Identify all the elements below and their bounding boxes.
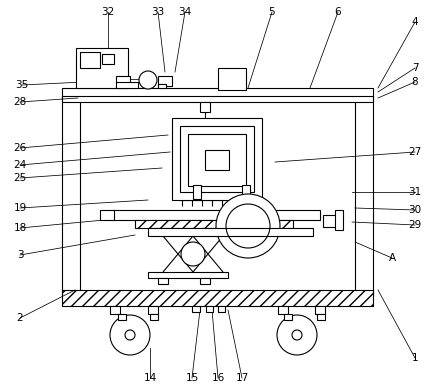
Circle shape bbox=[276, 315, 316, 355]
Text: 33: 33 bbox=[151, 7, 164, 17]
Bar bbox=[76, 48, 128, 88]
Bar bbox=[100, 210, 114, 220]
Bar bbox=[62, 96, 80, 296]
Text: 3: 3 bbox=[16, 250, 23, 260]
Bar bbox=[200, 102, 210, 112]
Bar bbox=[118, 314, 126, 320]
Text: 14: 14 bbox=[143, 373, 156, 383]
Text: 19: 19 bbox=[13, 203, 26, 213]
Bar bbox=[217, 68, 246, 90]
Bar bbox=[314, 306, 324, 314]
Bar bbox=[187, 134, 246, 186]
Text: 2: 2 bbox=[16, 313, 23, 323]
Bar bbox=[322, 215, 340, 227]
Circle shape bbox=[181, 242, 204, 266]
Bar bbox=[110, 306, 120, 314]
Text: 7: 7 bbox=[411, 63, 418, 73]
Bar bbox=[217, 306, 224, 312]
Circle shape bbox=[139, 71, 157, 89]
Bar bbox=[200, 278, 210, 284]
Bar bbox=[204, 150, 228, 170]
Bar bbox=[354, 96, 372, 296]
Bar bbox=[135, 220, 293, 228]
Text: 27: 27 bbox=[408, 147, 421, 157]
Text: 24: 24 bbox=[13, 160, 26, 170]
Bar bbox=[158, 76, 171, 86]
Text: 8: 8 bbox=[411, 77, 418, 87]
Bar bbox=[80, 52, 100, 68]
Text: 26: 26 bbox=[13, 143, 26, 153]
Bar bbox=[116, 76, 130, 84]
Text: 31: 31 bbox=[408, 187, 421, 197]
Bar bbox=[158, 84, 166, 88]
Circle shape bbox=[291, 330, 301, 340]
Bar bbox=[148, 272, 227, 278]
Text: 17: 17 bbox=[235, 373, 248, 383]
Bar bbox=[171, 118, 261, 200]
Bar bbox=[158, 278, 168, 284]
Circle shape bbox=[216, 194, 279, 258]
Bar bbox=[102, 54, 114, 64]
Bar bbox=[62, 88, 372, 98]
Bar bbox=[206, 306, 213, 312]
Text: 35: 35 bbox=[15, 80, 29, 90]
Bar bbox=[283, 314, 291, 320]
Bar bbox=[191, 306, 200, 312]
Bar bbox=[148, 306, 158, 314]
Circle shape bbox=[110, 315, 150, 355]
Text: 25: 25 bbox=[13, 173, 26, 183]
Bar bbox=[116, 82, 138, 88]
Bar bbox=[62, 96, 372, 102]
Bar bbox=[193, 185, 201, 199]
Text: 6: 6 bbox=[334, 7, 341, 17]
Bar bbox=[277, 306, 287, 314]
Text: 5: 5 bbox=[268, 7, 275, 17]
Bar bbox=[113, 210, 319, 220]
Bar bbox=[150, 314, 158, 320]
Text: 30: 30 bbox=[408, 205, 421, 215]
Bar bbox=[241, 185, 250, 199]
Bar bbox=[334, 210, 342, 230]
Text: 34: 34 bbox=[178, 7, 191, 17]
Bar bbox=[316, 314, 324, 320]
Bar bbox=[62, 290, 372, 306]
Bar bbox=[180, 126, 253, 192]
Text: 29: 29 bbox=[408, 220, 421, 230]
Text: 18: 18 bbox=[13, 223, 26, 233]
Text: 15: 15 bbox=[185, 373, 198, 383]
Circle shape bbox=[125, 330, 135, 340]
Text: 32: 32 bbox=[101, 7, 115, 17]
Text: 4: 4 bbox=[411, 17, 418, 27]
Bar bbox=[148, 228, 312, 236]
Text: 16: 16 bbox=[211, 373, 224, 383]
Text: 1: 1 bbox=[411, 353, 418, 363]
Text: 28: 28 bbox=[13, 97, 26, 107]
Text: A: A bbox=[388, 253, 395, 263]
